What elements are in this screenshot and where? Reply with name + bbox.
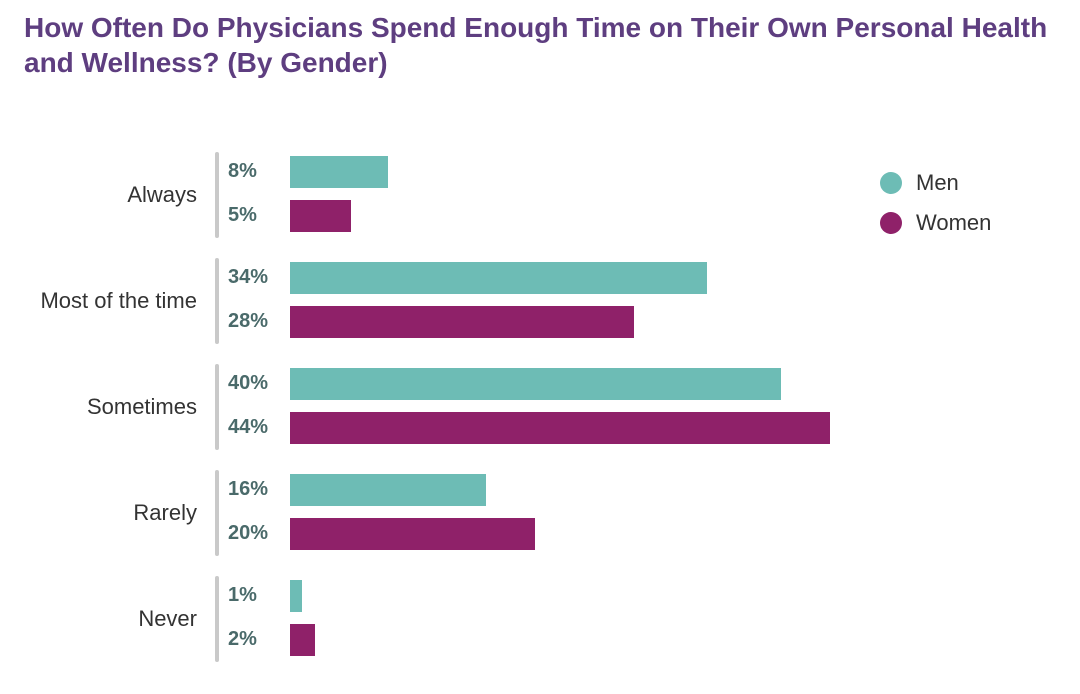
value-label-women: 20% [228, 522, 268, 545]
category-separator [215, 470, 219, 556]
value-label-women: 5% [228, 204, 257, 227]
bar-women [290, 200, 351, 232]
bar-men [290, 580, 302, 612]
chart-container: How Often Do Physicians Spend Enough Tim… [0, 0, 1080, 694]
bar-women [290, 518, 535, 550]
category-label: Rarely [0, 468, 205, 558]
category-label: Never [0, 574, 205, 664]
chart-area: Always 8% 5% Most of the time 34% 28% So… [0, 150, 1080, 680]
bar-women [290, 412, 830, 444]
value-label-women: 2% [228, 628, 257, 651]
group-rarely: Rarely 16% 20% [0, 468, 1080, 558]
category-label: Most of the time [0, 256, 205, 346]
bar-men [290, 474, 486, 506]
group-always: Always 8% 5% [0, 150, 1080, 240]
value-label-men: 34% [228, 266, 268, 289]
group-most-of-the-time: Most of the time 34% 28% [0, 256, 1080, 346]
category-separator [215, 152, 219, 238]
bar-women [290, 624, 315, 656]
value-label-men: 40% [228, 372, 268, 395]
group-sometimes: Sometimes 40% 44% [0, 362, 1080, 452]
chart-title: How Often Do Physicians Spend Enough Tim… [24, 10, 1056, 80]
value-label-women: 44% [228, 416, 268, 439]
value-label-men: 8% [228, 160, 257, 183]
category-label: Sometimes [0, 362, 205, 452]
category-separator [215, 576, 219, 662]
value-label-women: 28% [228, 310, 268, 333]
bar-men [290, 262, 707, 294]
value-label-men: 1% [228, 584, 257, 607]
value-label-men: 16% [228, 478, 268, 501]
category-label: Always [0, 150, 205, 240]
bar-men [290, 368, 781, 400]
bar-women [290, 306, 634, 338]
category-separator [215, 364, 219, 450]
category-separator [215, 258, 219, 344]
bar-men [290, 156, 388, 188]
group-never: Never 1% 2% [0, 574, 1080, 664]
